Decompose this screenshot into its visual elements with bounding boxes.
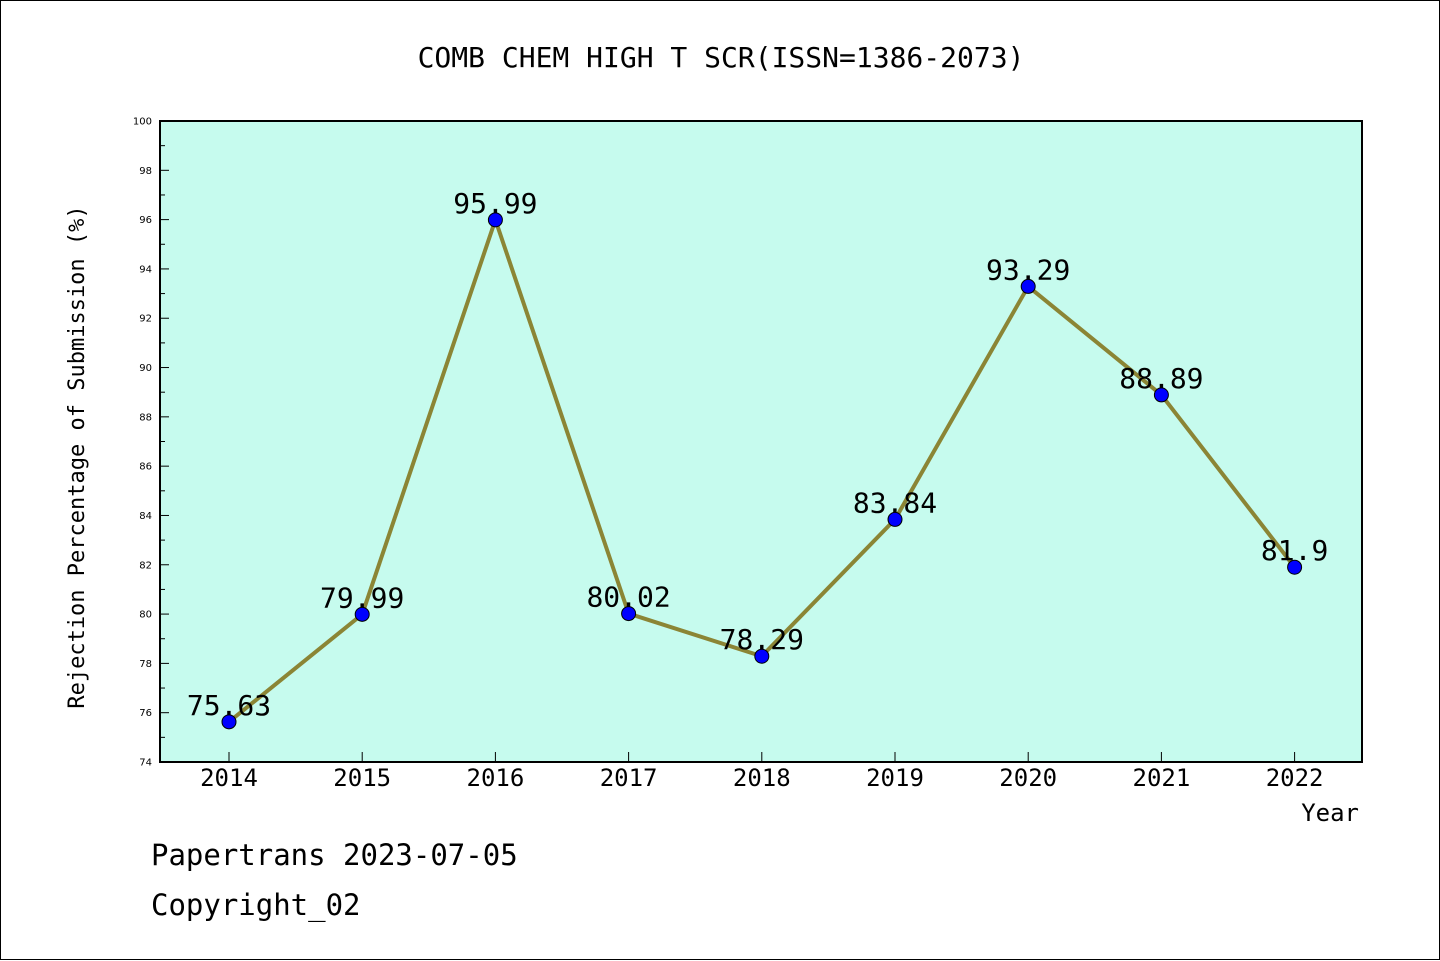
data-point bbox=[1020, 278, 1036, 294]
footer-copyright-text: Copyright_02 bbox=[151, 888, 361, 923]
plot-area bbox=[159, 120, 1363, 763]
data-label: 83.84 bbox=[853, 486, 937, 519]
x-tick-label: 2018 bbox=[733, 764, 791, 792]
data-label: 75.63 bbox=[187, 689, 271, 722]
data-point bbox=[221, 714, 237, 730]
x-axis-label: Year bbox=[1301, 799, 1359, 827]
footer-date-text: Papertrans 2023-07-05 bbox=[151, 838, 518, 872]
y-tick-label: 84 bbox=[139, 511, 152, 522]
x-tick-label: 2019 bbox=[866, 764, 924, 792]
y-tick-label: 94 bbox=[139, 264, 152, 275]
y-tick-label: 88 bbox=[139, 412, 152, 423]
y-tick-label: 96 bbox=[139, 215, 152, 226]
y-tick-label: 74 bbox=[139, 758, 152, 769]
data-point bbox=[887, 511, 903, 527]
data-point bbox=[487, 212, 503, 228]
data-label: 80.02 bbox=[586, 581, 670, 614]
data-point bbox=[1287, 559, 1303, 575]
y-axis: 74 76 78 80 82 84 86 88 90 92 94 96 98 100 bbox=[133, 117, 169, 769]
y-tick-label: 90 bbox=[139, 363, 152, 374]
data-label: 95.99 bbox=[453, 187, 537, 220]
x-tick-label: 2014 bbox=[200, 764, 258, 792]
x-tick-label: 2017 bbox=[600, 764, 658, 792]
y-tick-label: 98 bbox=[139, 166, 152, 177]
chart-title: COMB CHEM HIGH T SCR(ISSN=1386-2073) bbox=[418, 41, 1025, 74]
x-tick-label: 2015 bbox=[333, 764, 391, 792]
data-label: 88.89 bbox=[1119, 362, 1203, 395]
y-tick-label: 82 bbox=[139, 560, 152, 571]
x-axis: 2014 2015 2016 2017 2018 2019 2020 2021 2022 bbox=[200, 752, 1323, 792]
y-tick-label: 100 bbox=[133, 117, 152, 128]
x-tick-label: 2020 bbox=[999, 764, 1057, 792]
data-label: 79.99 bbox=[320, 581, 404, 614]
y-tick-label: 86 bbox=[139, 462, 152, 473]
x-tick-label: 2022 bbox=[1266, 764, 1324, 792]
y-tick-label: 80 bbox=[139, 610, 152, 621]
data-label: 81.9 bbox=[1261, 534, 1328, 567]
data-point bbox=[754, 648, 770, 664]
series-layer: 75.63 79.99 95.99 80.02 78.29 83.84 93.29 88.89… bbox=[187, 187, 1328, 730]
x-tick-label: 2021 bbox=[1133, 764, 1191, 792]
x-tick-label: 2016 bbox=[467, 764, 525, 792]
y-axis-label: Rejection Percentage of Submission (%) bbox=[65, 205, 90, 708]
data-point bbox=[621, 606, 637, 622]
data-label: 78.29 bbox=[720, 623, 804, 656]
data-point bbox=[354, 606, 370, 622]
data-point bbox=[1153, 387, 1169, 403]
y-tick-label: 78 bbox=[139, 659, 152, 670]
y-tick-label: 76 bbox=[139, 708, 152, 719]
data-label: 93.29 bbox=[986, 253, 1070, 286]
y-tick-label: 92 bbox=[139, 314, 152, 325]
